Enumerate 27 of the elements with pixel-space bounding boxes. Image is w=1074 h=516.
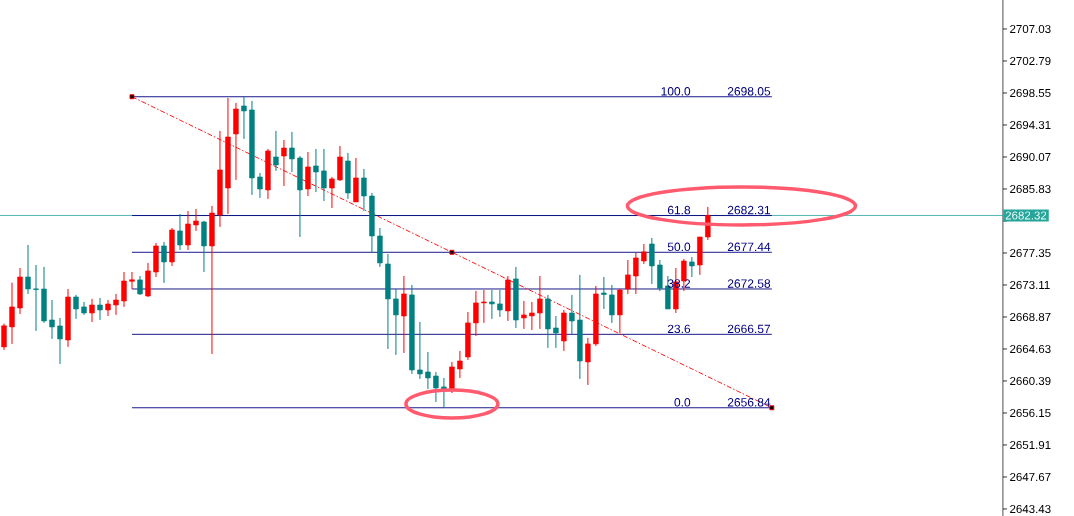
y-tick-label: 2694.31 bbox=[1010, 120, 1051, 130]
y-tick-label: 2673.11 bbox=[1010, 280, 1050, 290]
y-tick-label: 2660.39 bbox=[1010, 376, 1051, 386]
annotation: 0.0 bbox=[674, 398, 691, 407]
y-tick-label: 2647.67 bbox=[1010, 472, 1051, 482]
ref-line-label: 2698.05 bbox=[727, 87, 771, 96]
y-tick-label: 2685.83 bbox=[1010, 184, 1051, 194]
ref-line-label: 2666.57 bbox=[727, 324, 771, 334]
ref-line-label: 2656.84 bbox=[727, 398, 771, 407]
ref-line-label: 2677.44 bbox=[727, 242, 771, 252]
ref-line-label: 2682.31 bbox=[727, 205, 771, 215]
y-tick-label: 2702.79 bbox=[1010, 56, 1051, 66]
annotation: 50.0 bbox=[667, 242, 691, 252]
ref-line-label: 2682.32 bbox=[1005, 211, 1047, 220]
ref-line-label: 2672.58 bbox=[727, 279, 771, 288]
y-tick-label: 2643.43 bbox=[1010, 504, 1051, 514]
y-tick-label: 2690.07 bbox=[1010, 152, 1051, 162]
y-tick-label: 2651.91 bbox=[1010, 440, 1051, 450]
y-tick-label: 2656.15 bbox=[1010, 408, 1051, 418]
y-tick-label: 2677.35 bbox=[1010, 248, 1051, 258]
annotation: 61.8 bbox=[667, 205, 691, 215]
y-tick-label: 2698.55 bbox=[1010, 88, 1051, 98]
annotation: 23.6 bbox=[667, 324, 691, 334]
y-tick-label: 2668.87 bbox=[1010, 312, 1051, 322]
y-tick-label: 2707.03 bbox=[1010, 24, 1051, 34]
y-tick-label: 2664.63 bbox=[1010, 344, 1051, 354]
annotation: 100.0 bbox=[661, 87, 691, 96]
